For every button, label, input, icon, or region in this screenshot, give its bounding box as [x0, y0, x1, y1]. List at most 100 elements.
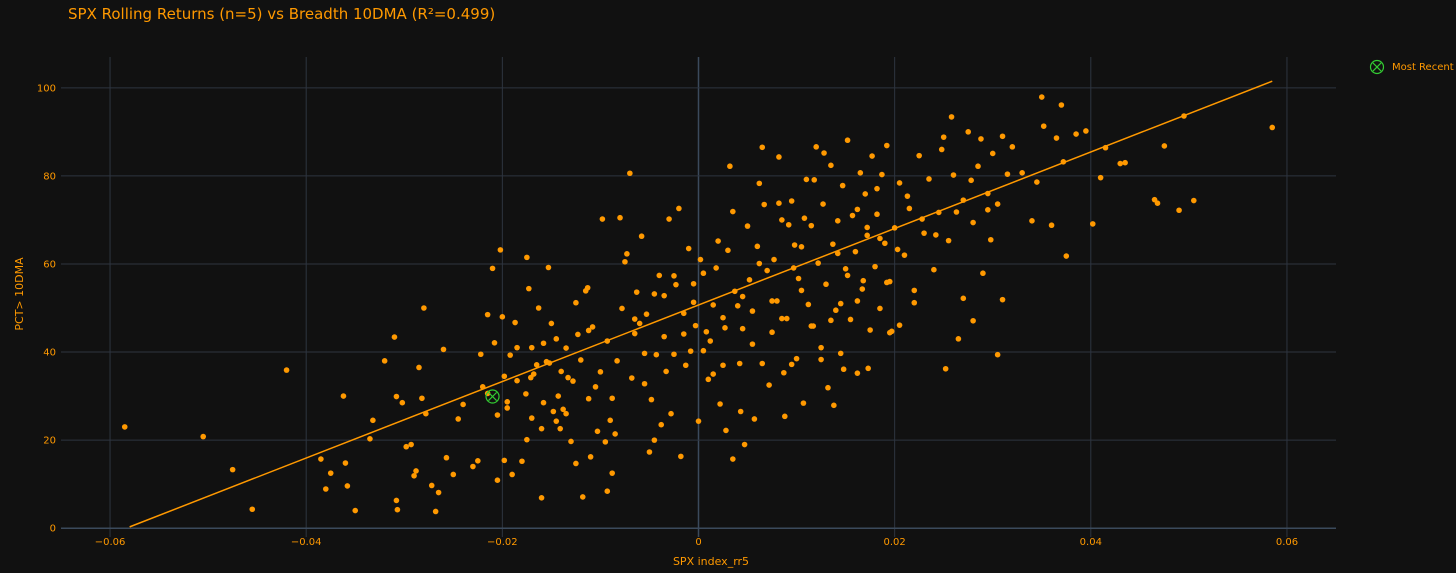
- data-point: [393, 393, 400, 400]
- data-point: [989, 150, 996, 157]
- data-point: [636, 320, 643, 327]
- data-point: [808, 323, 815, 329]
- data-point: [533, 362, 540, 368]
- data-point: [419, 395, 425, 402]
- data-point: [739, 325, 746, 332]
- data-point: [744, 223, 751, 229]
- data-point: [633, 289, 640, 295]
- data-point: [519, 458, 525, 465]
- data-point: [894, 246, 901, 253]
- data-point: [877, 305, 883, 312]
- x-tick-label: 0: [695, 537, 701, 548]
- data-point: [408, 441, 414, 448]
- data-point: [834, 218, 841, 224]
- data-point: [874, 211, 880, 218]
- data-point: [722, 325, 728, 331]
- data-point: [818, 356, 824, 363]
- data-point: [558, 368, 564, 375]
- data-point: [830, 241, 836, 247]
- data-point: [860, 277, 867, 284]
- data-point: [1009, 144, 1016, 150]
- data-point: [428, 482, 435, 489]
- data-point: [491, 339, 498, 346]
- circle-x-stroke: [488, 392, 497, 401]
- data-point: [791, 242, 798, 248]
- data-point: [1176, 207, 1182, 214]
- data-point: [489, 265, 496, 272]
- data-point: [575, 331, 581, 338]
- data-point: [867, 327, 873, 333]
- data-point: [994, 201, 1001, 207]
- data-point: [725, 247, 731, 254]
- data-point: [1117, 160, 1124, 167]
- data-point: [720, 314, 726, 321]
- data-point: [955, 336, 962, 342]
- legend[interactable]: Most Recent: [1369, 59, 1454, 75]
- data-point: [737, 408, 744, 415]
- data-point: [638, 233, 645, 240]
- data-point: [999, 296, 1006, 303]
- data-point: [942, 365, 949, 372]
- data-point: [834, 250, 841, 257]
- data-point: [734, 303, 741, 309]
- data-point: [896, 180, 903, 186]
- data-point: [538, 495, 545, 501]
- data-point: [1102, 144, 1109, 151]
- data-point: [470, 463, 476, 470]
- data-point: [970, 317, 976, 324]
- data-point: [440, 346, 447, 353]
- data-point: [798, 287, 805, 294]
- data-point: [980, 270, 986, 277]
- data-point: [545, 264, 552, 271]
- data-point: [641, 380, 648, 387]
- data-point: [764, 267, 770, 274]
- data-point: [680, 331, 687, 337]
- grid: [61, 57, 1336, 537]
- data-point: [323, 486, 329, 492]
- data-point: [761, 201, 768, 208]
- data-point: [499, 314, 506, 320]
- data-point: [821, 150, 827, 156]
- data-point: [857, 170, 864, 176]
- data-point: [484, 311, 491, 318]
- data-point: [573, 299, 579, 306]
- data-point: [526, 285, 532, 292]
- data-point: [497, 247, 504, 253]
- data-point: [318, 456, 324, 462]
- data-point: [766, 382, 772, 388]
- data-point: [803, 176, 810, 183]
- data-point: [1269, 124, 1276, 131]
- data-point: [916, 152, 922, 159]
- chart-title: SPX Rolling Returns (n=5) vs Breadth 10D…: [68, 5, 496, 23]
- data-point: [432, 508, 439, 515]
- data-point: [661, 292, 667, 299]
- data-point: [524, 254, 530, 261]
- data-point: [1048, 222, 1055, 229]
- data-point: [535, 305, 542, 311]
- data-point: [751, 416, 758, 422]
- data-point: [622, 258, 628, 265]
- data-point: [283, 367, 290, 373]
- data-point: [560, 406, 566, 413]
- data-point: [509, 471, 515, 478]
- data-point: [968, 177, 974, 184]
- data-point: [700, 270, 707, 277]
- data-point: [421, 305, 427, 311]
- data-point: [443, 454, 450, 461]
- data-point: [540, 399, 547, 406]
- data-point: [808, 222, 815, 229]
- data-point: [403, 443, 410, 450]
- data-point: [697, 256, 704, 263]
- data-point: [619, 305, 625, 312]
- data-point: [921, 230, 927, 236]
- data-point: [960, 197, 967, 203]
- data-point: [568, 438, 574, 445]
- data-point: [999, 133, 1006, 140]
- data-point: [624, 251, 630, 257]
- y-tick-label: 40: [43, 348, 56, 359]
- data-point: [759, 144, 766, 151]
- data-point: [528, 344, 535, 351]
- data-point: [783, 315, 790, 322]
- data-point: [367, 435, 373, 442]
- data-point: [879, 171, 885, 178]
